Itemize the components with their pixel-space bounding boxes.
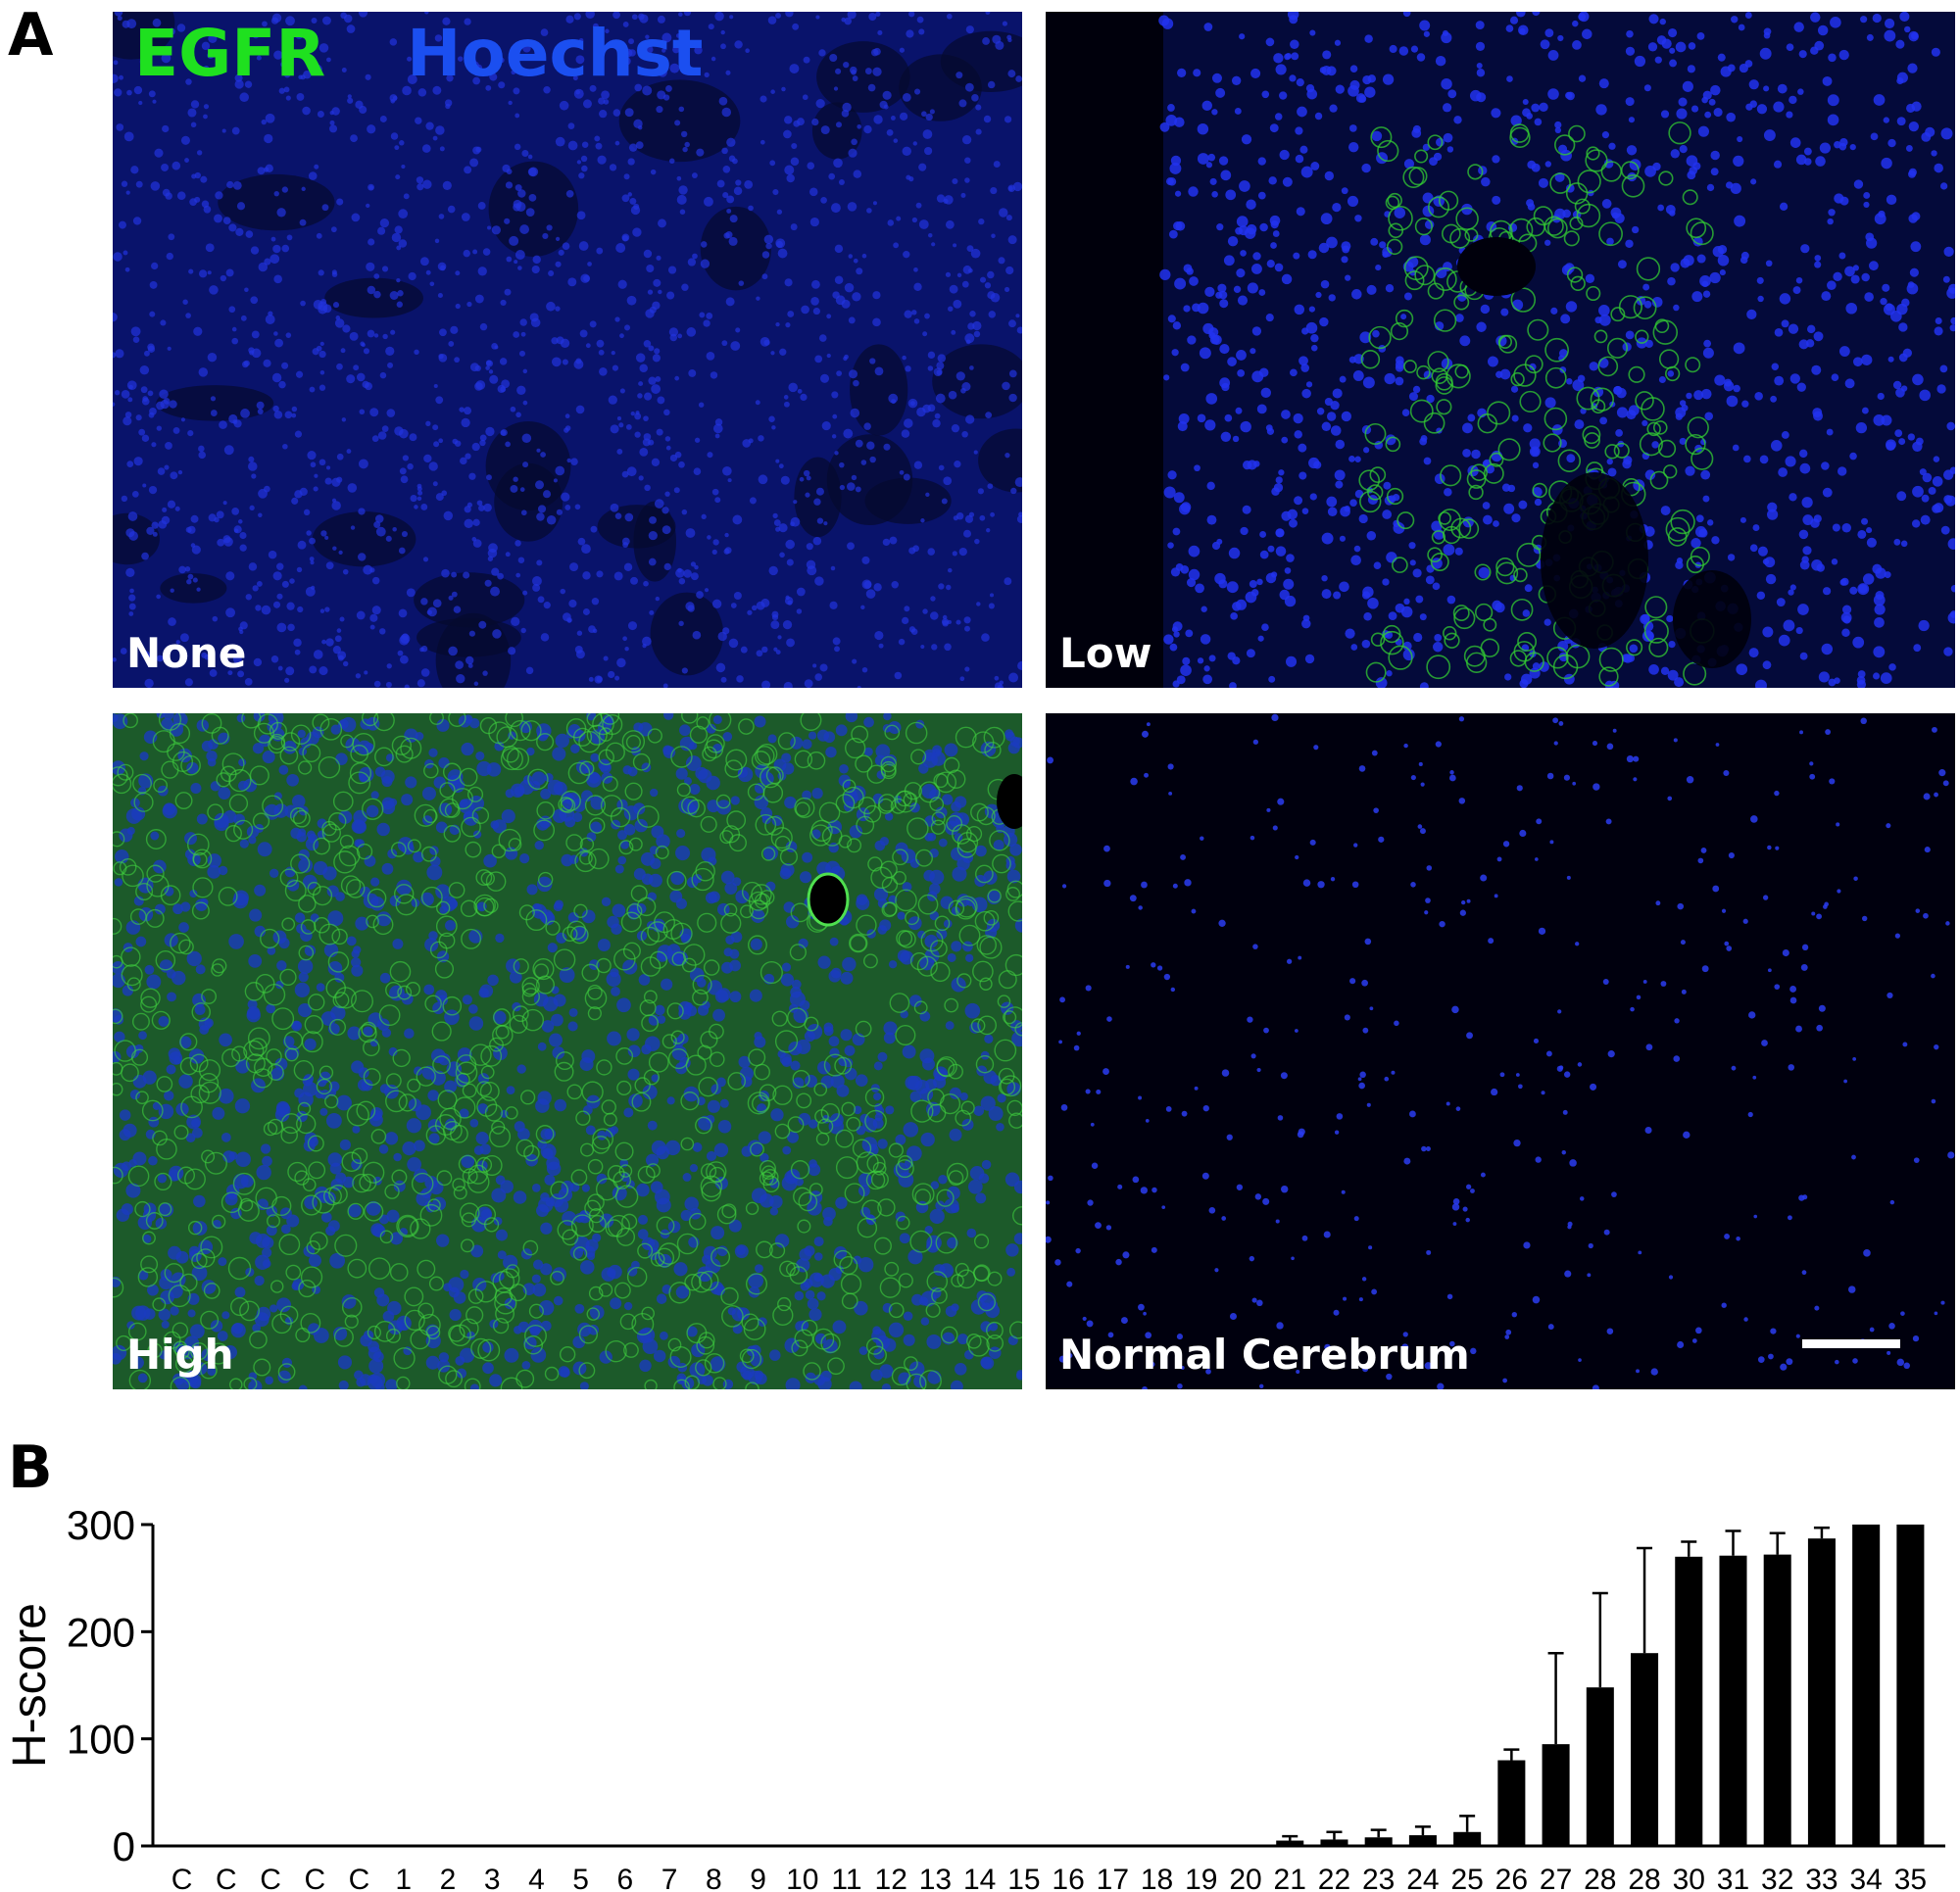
x-tick-label: 14 <box>963 1864 996 1892</box>
y-tick-label: 100 <box>67 1717 135 1763</box>
bar <box>1896 1525 1925 1846</box>
y-axis-label: H-score <box>4 1603 56 1768</box>
x-tick-label: 18 <box>1141 1864 1173 1892</box>
x-tick-label: 30 <box>1673 1864 1705 1892</box>
micrograph-normal-cerebrum: Normal Cerebrum <box>1046 713 1955 1389</box>
x-tick-label: 8 <box>706 1864 722 1892</box>
legend-hoechst: Hoechst <box>407 16 704 91</box>
micrograph-normal-cerebrum-label: Normal Cerebrum <box>1059 1331 1470 1379</box>
stain-legend: EGFR Hoechst <box>134 22 761 86</box>
micrograph-none-label: None <box>126 629 247 677</box>
x-tick-label: 6 <box>617 1864 634 1892</box>
x-tick-label: 5 <box>572 1864 589 1892</box>
x-tick-label: 33 <box>1805 1864 1838 1892</box>
micrograph-high-label: High <box>126 1331 234 1379</box>
scale-bar <box>1802 1339 1900 1348</box>
x-tick-label: 7 <box>662 1864 678 1892</box>
y-tick-label: 0 <box>113 1823 135 1869</box>
bar <box>1453 1831 1482 1846</box>
x-tick-label: 16 <box>1052 1864 1084 1892</box>
bar <box>1763 1554 1791 1846</box>
bar <box>1675 1556 1703 1846</box>
x-tick-label: 25 <box>1450 1864 1483 1892</box>
x-tick-label: 28 <box>1584 1864 1616 1892</box>
legend-egfr: EGFR <box>134 16 326 91</box>
x-tick-label: 23 <box>1362 1864 1395 1892</box>
micrograph-low-image <box>1046 12 1955 688</box>
bar <box>1631 1653 1659 1846</box>
micrograph-low-label: Low <box>1059 629 1152 677</box>
y-tick-label: 300 <box>67 1502 135 1548</box>
y-tick-label: 200 <box>67 1609 135 1655</box>
micrograph-none-image <box>113 12 1022 688</box>
bar <box>1542 1744 1570 1846</box>
x-tick-label: 9 <box>750 1864 766 1892</box>
bar <box>1807 1538 1836 1846</box>
x-tick-label: 12 <box>875 1864 907 1892</box>
x-tick-label: 27 <box>1540 1864 1572 1892</box>
x-tick-label: C <box>172 1864 193 1892</box>
x-tick-label: 20 <box>1229 1864 1261 1892</box>
x-tick-label: 19 <box>1185 1864 1217 1892</box>
x-tick-label: 21 <box>1274 1864 1306 1892</box>
x-tick-label: 24 <box>1406 1864 1439 1892</box>
micrograph-normal-cerebrum-image <box>1046 713 1955 1389</box>
bar <box>1276 1840 1304 1846</box>
bar <box>1320 1839 1348 1846</box>
bar <box>1586 1687 1614 1846</box>
x-tick-label: 28 <box>1628 1864 1660 1892</box>
micrograph-high-image <box>113 713 1022 1389</box>
x-tick-label: 15 <box>1007 1864 1040 1892</box>
x-tick-label: 22 <box>1318 1864 1350 1892</box>
x-tick-label: 35 <box>1894 1864 1927 1892</box>
x-tick-label: 13 <box>919 1864 952 1892</box>
panel-a-letter: A <box>8 1 54 70</box>
x-tick-label: C <box>260 1864 281 1892</box>
micrograph-high: High <box>113 713 1022 1389</box>
x-tick-label: 26 <box>1495 1864 1528 1892</box>
x-tick-label: 1 <box>395 1864 412 1892</box>
x-tick-label: C <box>304 1864 325 1892</box>
x-tick-label: 31 <box>1717 1864 1749 1892</box>
x-tick-label: C <box>216 1864 237 1892</box>
x-tick-label: 11 <box>831 1864 861 1892</box>
x-tick-label: 32 <box>1761 1864 1793 1892</box>
bar <box>1408 1835 1437 1846</box>
x-tick-label: 17 <box>1097 1864 1129 1892</box>
x-tick-label: 34 <box>1849 1864 1882 1892</box>
micrograph-none: None EGFR Hoechst <box>113 12 1022 688</box>
x-tick-label: 4 <box>528 1864 545 1892</box>
bar <box>1719 1555 1747 1846</box>
bar <box>1364 1837 1393 1846</box>
bar <box>1852 1525 1881 1846</box>
x-tick-label: C <box>349 1864 370 1892</box>
micrograph-low: Low <box>1046 12 1955 688</box>
x-tick-label: 2 <box>440 1864 457 1892</box>
panel-b-letter: B <box>8 1433 53 1502</box>
x-tick-label: 10 <box>786 1864 818 1892</box>
x-tick-label: 3 <box>484 1864 501 1892</box>
bar <box>1497 1760 1526 1846</box>
